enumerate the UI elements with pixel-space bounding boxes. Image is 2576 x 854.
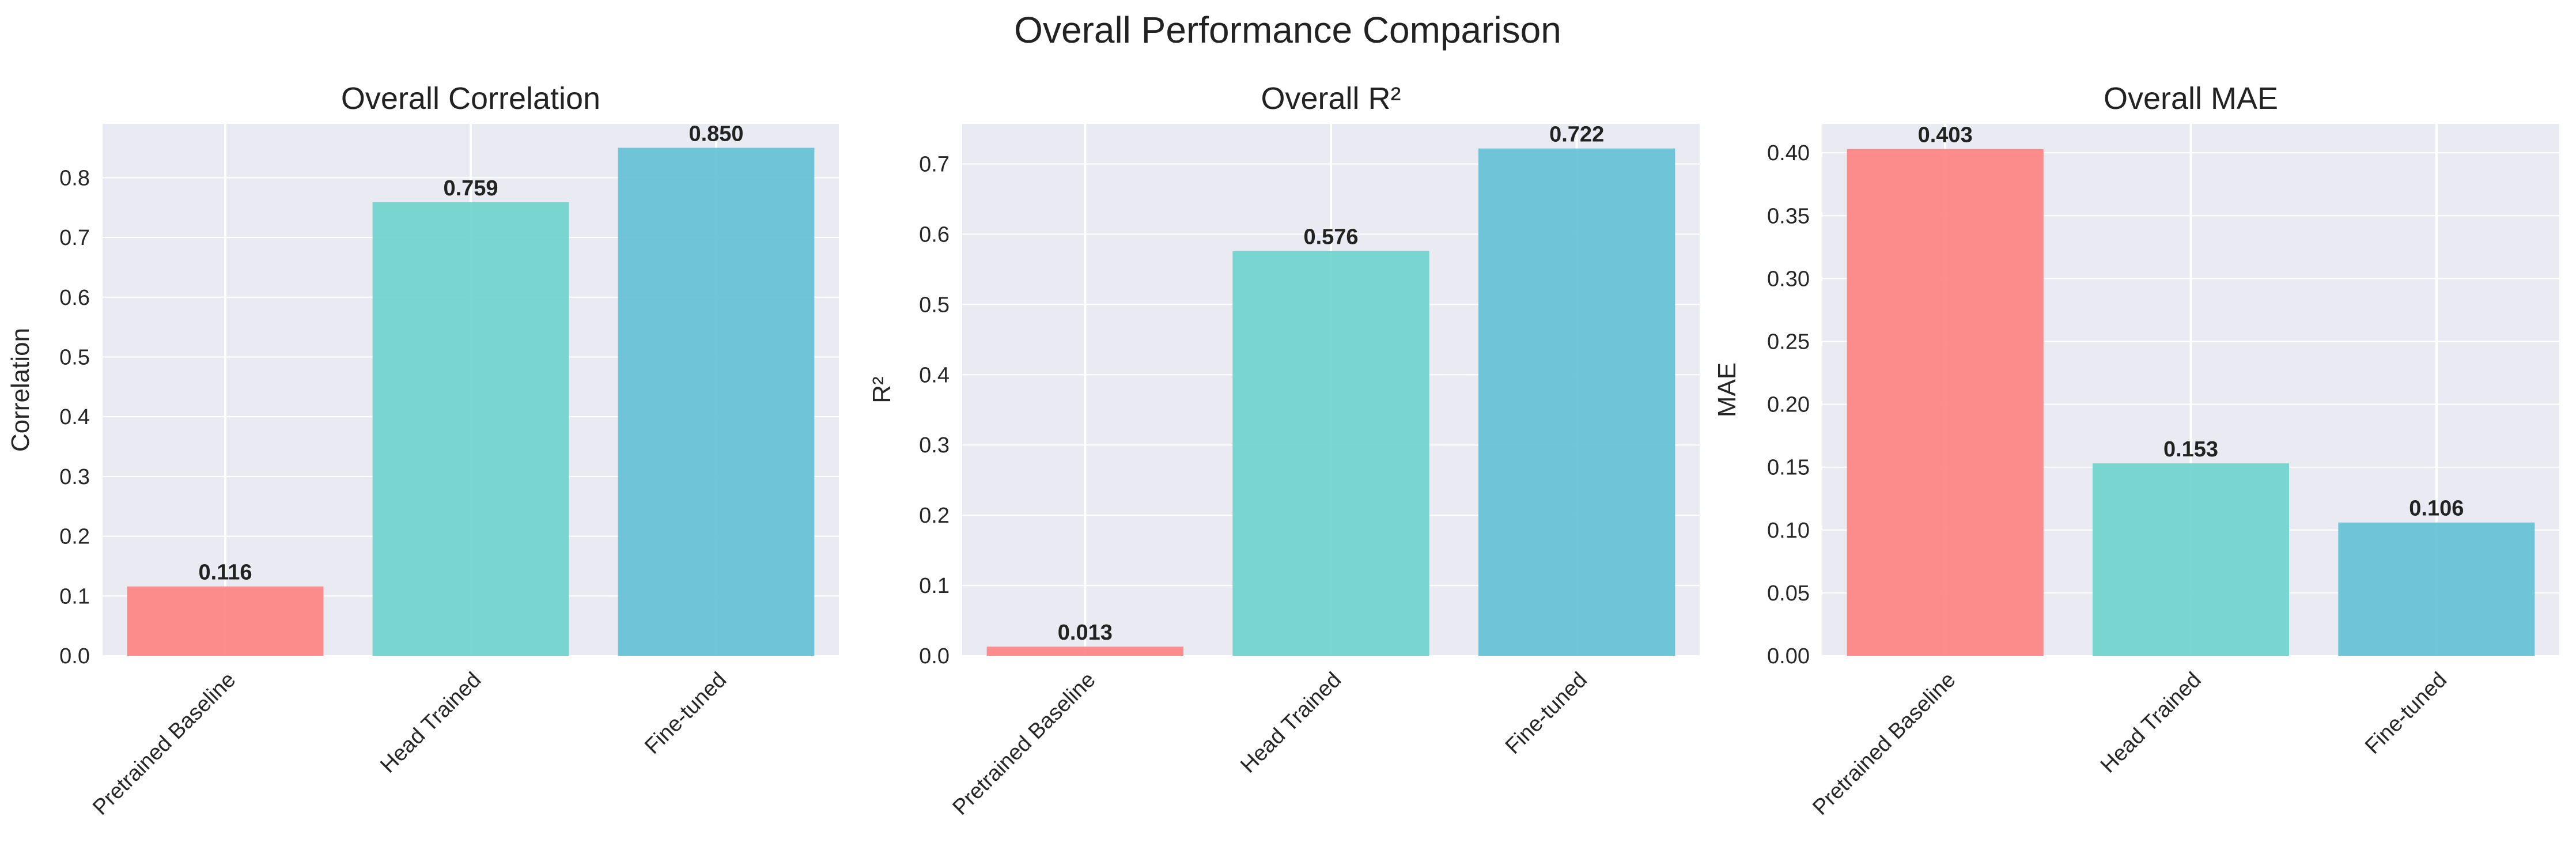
x-tick-label: Fine-tuned [2361, 668, 2452, 759]
bar-fine-tuned [2338, 522, 2535, 656]
y-axis-label: MAE [1713, 362, 1741, 417]
chart-title: Overall MAE [2104, 81, 2278, 116]
bar-fine-tuned [1478, 148, 1675, 656]
bar-value-label: 0.759 [443, 176, 498, 201]
bar-head-trained [2092, 463, 2290, 656]
x-tick-label: Fine-tuned [1501, 668, 1592, 759]
y-tick-label: 0.0 [59, 644, 90, 668]
bar-value-label: 0.722 [1549, 123, 1604, 147]
figure-title: Overall Performance Comparison [1014, 9, 1561, 51]
y-tick-label: 0.6 [59, 286, 90, 310]
chart-title: Overall Correlation [341, 81, 600, 116]
y-tick-label: 0.2 [919, 504, 950, 528]
x-tick-label: Fine-tuned [640, 668, 731, 759]
bar-fine-tuned [618, 148, 815, 656]
y-tick-label: 0.5 [919, 293, 950, 317]
y-tick-label: 0.6 [919, 222, 950, 247]
bar-value-label: 0.106 [2409, 497, 2464, 521]
bar-pretrained-baseline [1847, 149, 2044, 656]
x-tick-label: Pretrained Baseline [1808, 668, 1960, 820]
y-tick-label: 0.1 [919, 574, 950, 598]
y-tick-label: 0.2 [59, 525, 90, 549]
x-tick-label: Head Trained [376, 668, 486, 778]
x-tick-label: Pretrained Baseline [948, 668, 1100, 820]
y-tick-label: 0.1 [59, 584, 90, 609]
y-tick-label: 0.3 [919, 433, 950, 458]
y-tick-label: 0.05 [1767, 581, 1810, 606]
y-tick-label: 0.30 [1767, 267, 1810, 291]
y-axis-label: Correlation [6, 328, 35, 452]
bar-value-label: 0.850 [689, 122, 743, 146]
y-tick-label: 0.15 [1767, 456, 1810, 480]
y-tick-label: 0.25 [1767, 330, 1810, 354]
bar-value-label: 0.403 [1918, 123, 1973, 148]
y-tick-label: 0.0 [919, 644, 950, 668]
y-tick-label: 0.4 [59, 405, 90, 429]
y-tick-label: 0.20 [1767, 393, 1810, 417]
bar-pretrained-baseline [127, 586, 324, 656]
chart-title: Overall R² [1261, 81, 1401, 116]
y-tick-label: 0.35 [1767, 204, 1810, 228]
chart-panel-r2: 0.0 0.1 0.2 0.3 0.4 0.5 0.6 0.7 0.013 Pretrained … [868, 81, 1700, 820]
y-tick-label: 0.10 [1767, 519, 1810, 543]
y-axis-label: R² [868, 376, 896, 403]
y-tick-label: 0.3 [59, 465, 90, 489]
bar-value-label: 0.116 [199, 561, 252, 585]
x-tick-label: Head Trained [2096, 668, 2206, 778]
y-tick-label: 0.7 [919, 152, 950, 176]
chart-panel-mae: 0.00 0.05 0.10 0.15 0.20 0.25 0.30 0.35 0.40 0.40… [1713, 81, 2559, 820]
y-tick-label: 0.5 [59, 345, 90, 369]
x-tick-label: Head Trained [1236, 668, 1346, 778]
bar-head-trained [372, 202, 569, 656]
bar-value-label: 0.576 [1303, 225, 1358, 250]
chart-panel-correlation: 0.0 0.1 0.2 0.3 0.4 0.5 0.6 0.7 0.8 0.116 Pretrain… [6, 81, 839, 820]
y-tick-label: 0.8 [59, 166, 90, 190]
y-tick-label: 0.4 [919, 363, 950, 387]
y-tick-label: 0.40 [1767, 141, 1810, 165]
bar-value-label: 0.153 [2163, 437, 2218, 462]
bar-value-label: 0.013 [1058, 621, 1113, 645]
x-tick-label: Pretrained Baseline [88, 668, 240, 820]
y-tick-label: 0.00 [1767, 644, 1810, 668]
bar-pretrained-baseline [986, 647, 1183, 656]
y-tick-label: 0.7 [59, 226, 90, 250]
bar-head-trained [1232, 251, 1429, 656]
